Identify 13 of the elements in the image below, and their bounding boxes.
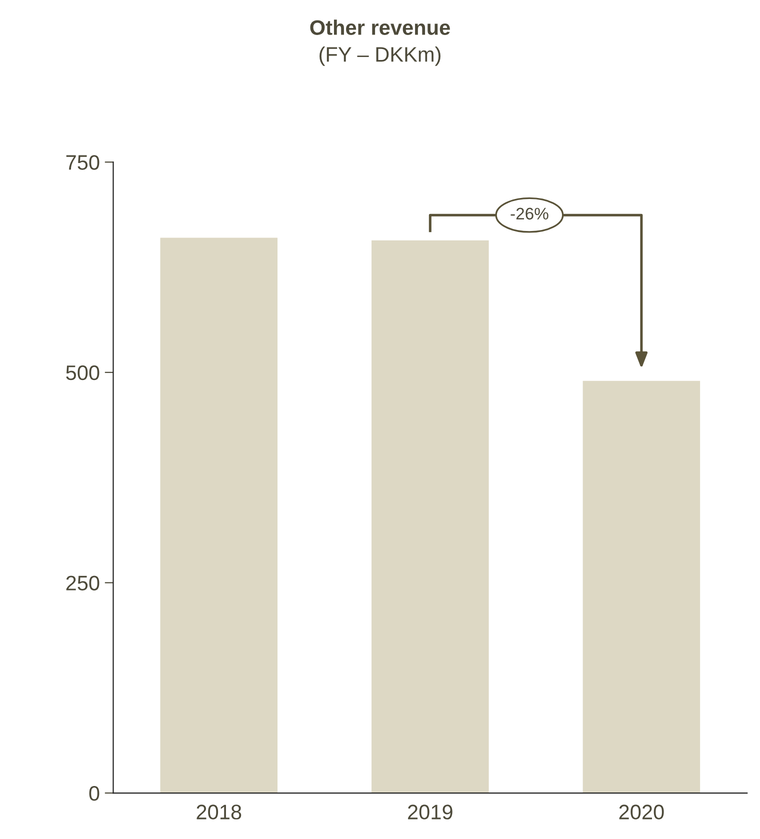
bar [160,238,278,794]
chart-title: Other revenue [310,20,450,35]
x-tick-label: 2020 [619,804,664,820]
x-tick-label: 2018 [196,804,242,820]
x-tick-label: 2019 [408,804,452,820]
chart-subtitle: (FY – DKKm) [320,46,440,66]
y-tick-label: 750 [66,155,100,170]
bar [372,240,489,794]
annotation: -26% [510,208,548,220]
bar [582,380,700,794]
y-tick-label: 500 [66,365,100,380]
y-tick-label: 250 [66,576,100,590]
y-tick-label: 0 [89,786,100,801]
